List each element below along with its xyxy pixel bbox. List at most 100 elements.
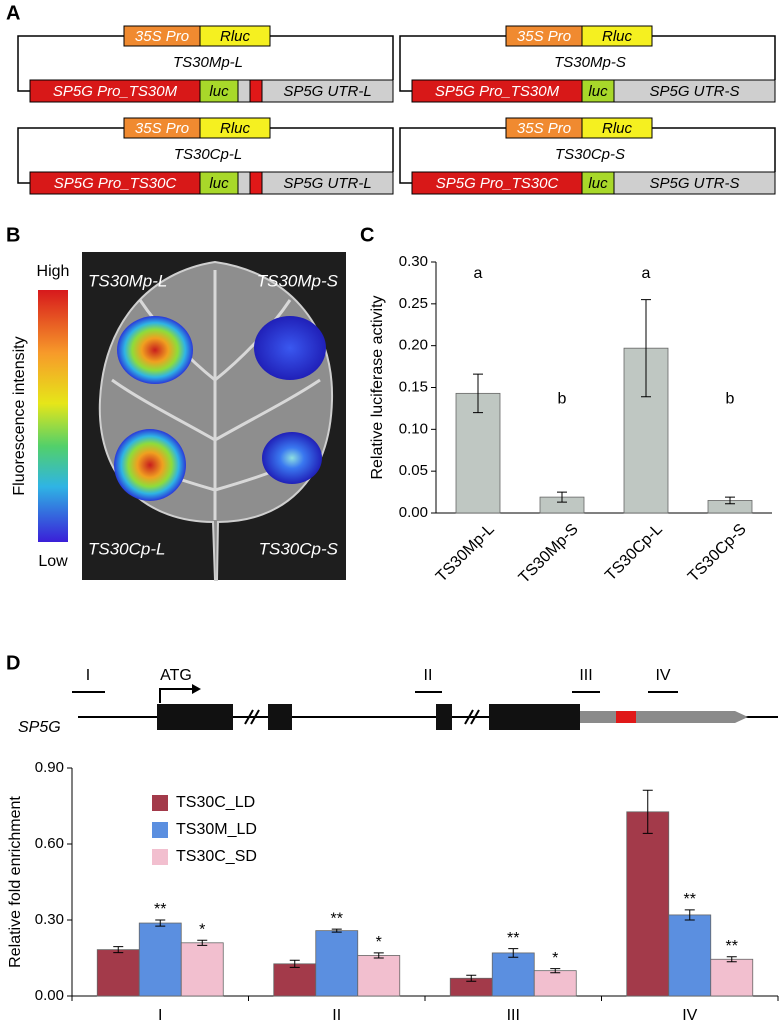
error-bar bbox=[684, 909, 695, 921]
colorbar-high: High bbox=[37, 263, 70, 280]
error-bar bbox=[155, 919, 166, 927]
significance: ** bbox=[331, 910, 343, 927]
utr bbox=[613, 171, 776, 195]
x-tick-label: TS30Cp-S bbox=[685, 521, 750, 586]
error-bar bbox=[642, 789, 653, 834]
error-bar bbox=[466, 974, 477, 982]
rluc bbox=[581, 25, 653, 47]
x-tick-label: IV bbox=[682, 1007, 697, 1024]
y-axis-label: Relative luciferase activity bbox=[369, 295, 386, 479]
promoter-35s-label: 35S Pro bbox=[135, 28, 189, 45]
significance: a bbox=[642, 265, 651, 282]
leaf-label: TS30Mp-L bbox=[88, 271, 167, 290]
rluc-label: Rluc bbox=[220, 28, 251, 45]
rluc bbox=[199, 117, 271, 139]
bar bbox=[96, 949, 140, 997]
vector-backbone bbox=[17, 127, 394, 184]
y-tick-label: 0.30 bbox=[35, 911, 64, 928]
luc-label: luc bbox=[209, 175, 229, 192]
error-bar bbox=[289, 959, 300, 968]
start-codon: ATG bbox=[160, 667, 192, 684]
utr-label: SP5G UTR-S bbox=[649, 83, 739, 100]
error-bar bbox=[550, 968, 561, 974]
y-tick-label: 0.90 bbox=[35, 759, 64, 776]
significance: b bbox=[558, 391, 567, 408]
x-tick-label: TS30Mp-L bbox=[433, 521, 498, 586]
y-tick-label: 0.05 bbox=[399, 462, 428, 479]
y-tick-label: 0.30 bbox=[399, 253, 428, 270]
rluc bbox=[581, 117, 653, 139]
promoter-label: SP5G Pro_TS30M bbox=[53, 83, 178, 100]
y-tick-label: 0.00 bbox=[35, 987, 64, 1004]
error-bar bbox=[197, 939, 208, 946]
error-bar bbox=[373, 952, 384, 959]
x-tick-label: III bbox=[507, 1007, 520, 1024]
significance: ** bbox=[726, 938, 738, 955]
y-axis-label: Relative fold enrichment bbox=[7, 796, 24, 968]
significance: b bbox=[726, 391, 735, 408]
gene-name: SP5G bbox=[18, 719, 61, 736]
panel-label: A bbox=[6, 2, 20, 24]
error-bar bbox=[331, 928, 342, 933]
rluc-label: Rluc bbox=[602, 28, 633, 45]
utr-gap bbox=[237, 79, 251, 103]
promoter-35s-label: 35S Pro bbox=[517, 28, 571, 45]
utr-gap bbox=[237, 171, 251, 195]
bar bbox=[533, 970, 577, 997]
y-tick-label: 0.00 bbox=[399, 504, 428, 521]
promoter-35s-label: 35S Pro bbox=[517, 120, 571, 137]
utr bbox=[261, 171, 394, 195]
region-label: II bbox=[424, 667, 433, 684]
colorbar-low: Low bbox=[38, 553, 68, 570]
vector-backbone bbox=[399, 127, 776, 184]
leaf-label: TS30Mp-S bbox=[257, 271, 339, 290]
bar bbox=[491, 952, 535, 997]
construct-name: TS30Cp-S bbox=[555, 146, 625, 163]
vector-backbone bbox=[17, 35, 394, 92]
y-tick-label: 0.10 bbox=[399, 420, 428, 437]
bar bbox=[138, 922, 182, 997]
significance: ** bbox=[154, 901, 166, 918]
x-tick-label: I bbox=[158, 1007, 162, 1024]
error-bar bbox=[473, 373, 483, 414]
promoter-35s-label: 35S Pro bbox=[135, 120, 189, 137]
significance: a bbox=[474, 265, 483, 282]
error-bar bbox=[113, 946, 124, 954]
bar bbox=[455, 392, 501, 514]
x-tick-label: TS30Mp-S bbox=[516, 521, 582, 587]
region-label: I bbox=[86, 667, 90, 684]
utr-motif bbox=[249, 171, 263, 195]
bar bbox=[357, 955, 401, 997]
legend-swatch bbox=[152, 822, 168, 838]
error-bar bbox=[557, 491, 567, 503]
error-bar bbox=[641, 299, 651, 398]
bar bbox=[668, 914, 712, 997]
utr-label: SP5G UTR-L bbox=[283, 83, 371, 100]
x-tick-label: II bbox=[332, 1007, 341, 1024]
y-tick-label: 0.60 bbox=[35, 835, 64, 852]
bar bbox=[180, 942, 224, 997]
construct-name: TS30Cp-L bbox=[174, 146, 242, 163]
bar bbox=[626, 811, 670, 997]
rluc bbox=[199, 25, 271, 47]
bar bbox=[315, 930, 359, 997]
region-label: IV bbox=[655, 667, 670, 684]
panel-label: B bbox=[6, 224, 20, 246]
bar bbox=[710, 958, 754, 997]
construct-name: TS30Mp-S bbox=[554, 54, 626, 71]
significance: ** bbox=[507, 930, 519, 947]
luc-label: luc bbox=[209, 83, 229, 100]
legend-swatch bbox=[152, 849, 168, 865]
promoter-label: SP5G Pro_TS30M bbox=[435, 83, 560, 100]
region-label: III bbox=[579, 667, 592, 684]
y-tick-label: 0.25 bbox=[399, 295, 428, 312]
error-bar bbox=[725, 496, 735, 505]
utr bbox=[261, 79, 394, 103]
luc-label: luc bbox=[588, 175, 608, 192]
significance: * bbox=[199, 921, 205, 938]
legend-label: TS30C_SD bbox=[176, 848, 257, 865]
leaf-label: TS30Cp-S bbox=[259, 539, 339, 558]
